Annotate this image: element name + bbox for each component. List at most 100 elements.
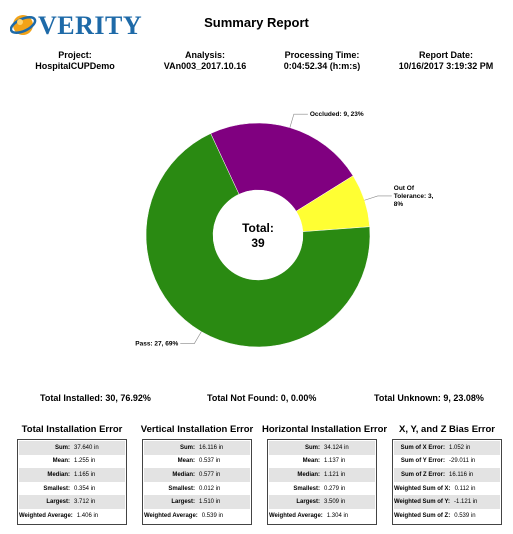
stat-value: 16.116 in bbox=[449, 471, 474, 478]
stat-label: Largest: bbox=[46, 499, 70, 506]
stat-value: 37.640 in bbox=[74, 444, 99, 451]
stat-label: Weighted Sum of Y: bbox=[394, 499, 451, 506]
stat-row: Sum: 34.124 in bbox=[269, 441, 375, 455]
slice-label: Occluded: 9, 23% bbox=[310, 111, 364, 118]
stat-value: -1.121 in bbox=[454, 499, 478, 506]
stat-label: Smallest: bbox=[43, 485, 70, 492]
stat-table-bias: Sum of X Error: 1.052 in Sum of Y Error: -2… bbox=[392, 439, 502, 525]
total-unknown: Total Unknown: 9, 23.08% bbox=[374, 393, 484, 403]
meta-label: Project: bbox=[58, 50, 92, 60]
stat-label: Median: bbox=[172, 471, 195, 478]
stat-row: Sum: 16.116 in bbox=[144, 441, 250, 455]
stat-row: Smallest: 0.354 in bbox=[19, 482, 125, 496]
stat-value: 0.539 in bbox=[201, 512, 224, 519]
meta-report-date: Report Date: 10/16/2017 3:19:32 PM bbox=[376, 50, 513, 72]
stat-title-bias: X, Y, and Z Bias Error bbox=[399, 424, 495, 435]
meta-project: Project: HospitalCUPDemo bbox=[5, 50, 145, 72]
stat-label: Median: bbox=[47, 471, 70, 478]
donut-chart: Occluded: 9, 23% Out Of Tolerance: 3, 8% Pas… bbox=[135, 111, 434, 348]
meta-value: 10/16/2017 3:19:32 PM bbox=[398, 61, 494, 71]
stat-value: 1.304 in bbox=[326, 512, 349, 519]
stat-value: 0.112 in bbox=[454, 485, 476, 492]
slice-leader-line bbox=[364, 195, 392, 201]
stat-row: Smallest: 0.279 in bbox=[269, 482, 375, 496]
donut-center-value: 39 bbox=[251, 236, 265, 250]
stat-value: 1.052 in bbox=[449, 444, 471, 451]
stat-label: Sum of X Error: bbox=[400, 444, 445, 451]
meta-value: 0:04:52.34 (h:m:s) bbox=[283, 61, 361, 71]
stat-row: Mean: 0.537 in bbox=[144, 455, 250, 469]
pie-slice bbox=[210, 122, 354, 212]
stat-value: 0.577 in bbox=[199, 471, 221, 478]
globe-logo-icon bbox=[10, 15, 37, 35]
meta-processing-time: Processing Time: 0:04:52.34 (h:m:s) bbox=[252, 50, 392, 72]
meta-label: Analysis: bbox=[184, 50, 226, 60]
stat-row: Median: 0.577 in bbox=[144, 468, 250, 482]
stat-row: Sum: 37.640 in bbox=[19, 441, 125, 455]
stat-row: Median: 1.165 in bbox=[19, 468, 125, 482]
report-title: Summary Report bbox=[204, 15, 309, 30]
stat-value: 1.255 in bbox=[74, 458, 96, 465]
stat-value: 0.354 in bbox=[74, 485, 96, 492]
slice-label: Out Of Tolerance: 3, 8% bbox=[394, 185, 434, 208]
stat-value: -29.011 in bbox=[449, 458, 476, 465]
stat-value: 1.510 in bbox=[199, 499, 221, 506]
stat-value: 34.124 in bbox=[324, 444, 349, 451]
stat-row: Median: 1.121 in bbox=[269, 468, 375, 482]
verity-logo: VERITY bbox=[10, 8, 142, 44]
meta-value: VAn003_2017.10.16 bbox=[163, 61, 247, 71]
stat-table-horizontal: Sum: 34.124 in Mean: 1.137 in Median: 1.121 i… bbox=[267, 439, 377, 525]
donut-center-label: Total: bbox=[242, 221, 274, 235]
stat-label: Smallest: bbox=[293, 485, 320, 492]
stat-label: Largest: bbox=[296, 499, 320, 506]
stat-label: Sum: bbox=[305, 444, 320, 451]
stat-label: Sum: bbox=[55, 444, 70, 451]
stat-row: Largest: 3.712 in bbox=[19, 495, 125, 509]
slice-label: Pass: 27, 69% bbox=[135, 341, 178, 348]
stat-value: 0.537 in bbox=[199, 458, 221, 465]
stat-label: Mean: bbox=[177, 458, 195, 465]
stat-label: Smallest: bbox=[168, 485, 195, 492]
logo-text: VERITY bbox=[38, 11, 143, 40]
stat-label: Weighted Sum of Z: bbox=[394, 512, 451, 519]
stat-label: Sum of Z Error: bbox=[400, 471, 445, 478]
stat-value: 0.012 in bbox=[199, 485, 221, 492]
stat-value: 0.539 in bbox=[454, 512, 476, 519]
stat-label: Sum: bbox=[180, 444, 195, 451]
stat-label: Weighted Average: bbox=[19, 512, 73, 519]
stat-title-vertical: Vertical Installation Error bbox=[140, 424, 254, 435]
slice-leader-line bbox=[289, 113, 308, 128]
meta-label: Report Date: bbox=[418, 50, 473, 60]
stat-row: Weighted Average: 1.304 in bbox=[269, 509, 375, 523]
stat-row: Weighted Sum of Y: -1.121 in bbox=[394, 495, 500, 509]
stat-row: Largest: 1.510 in bbox=[144, 495, 250, 509]
stat-title-horizontal: Horizontal Installation Error bbox=[262, 424, 388, 435]
stat-row: Sum of X Error: 1.052 in bbox=[394, 441, 500, 455]
stat-row: Largest: 3.509 in bbox=[269, 495, 375, 509]
meta-value: HospitalCUPDemo bbox=[35, 61, 115, 71]
stat-title-total: Total Installation Error bbox=[21, 424, 123, 435]
stat-value: 3.509 in bbox=[324, 499, 346, 506]
meta-analysis: Analysis: VAn003_2017.10.16 bbox=[135, 50, 275, 72]
stat-value: 1.121 in bbox=[324, 471, 346, 478]
stat-row: Weighted Average: 0.539 in bbox=[144, 509, 250, 523]
stat-row: Weighted Average: 1.406 in bbox=[19, 509, 125, 523]
stat-label: Mean: bbox=[52, 458, 70, 465]
stat-value: 0.279 in bbox=[324, 485, 346, 492]
pie-slice bbox=[145, 133, 371, 348]
stat-row: Weighted Sum of Z: 0.539 in bbox=[394, 509, 500, 523]
total-not-found: Total Not Found: 0, 0.00% bbox=[207, 393, 317, 403]
stat-row: Sum of Y Error: -29.011 in bbox=[394, 455, 500, 469]
slice-leader-line bbox=[180, 331, 202, 344]
stat-label: Weighted Average: bbox=[269, 512, 323, 519]
stat-label: Mean: bbox=[302, 458, 320, 465]
stat-row: Mean: 1.137 in bbox=[269, 455, 375, 469]
stat-row: Smallest: 0.012 in bbox=[144, 482, 250, 496]
stat-label: Weighted Sum of X: bbox=[394, 485, 451, 492]
stat-value: 1.165 in bbox=[74, 471, 96, 478]
stat-row: Weighted Sum of X: 0.112 in bbox=[394, 482, 500, 496]
stat-label: Sum of Y Error: bbox=[400, 458, 445, 465]
stat-row: Sum of Z Error: 16.116 in bbox=[394, 468, 500, 482]
stat-value: 1.137 in bbox=[324, 458, 346, 465]
total-installed: Total Installed: 30, 76.92% bbox=[40, 393, 151, 403]
